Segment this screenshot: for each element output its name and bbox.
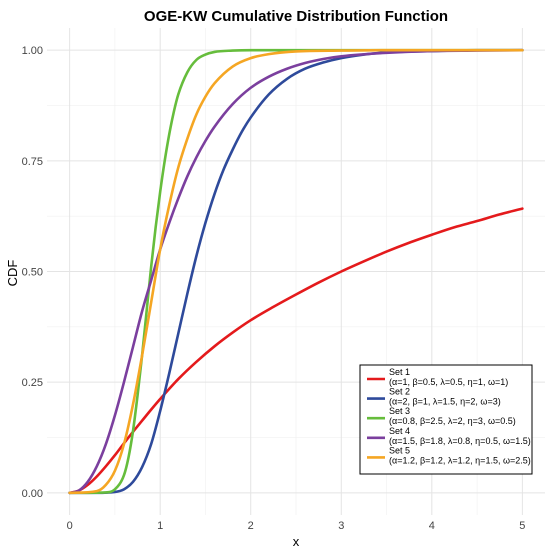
series-lines [68, 48, 524, 495]
x-axis-ticks: 0 1 2 3 4 5 [67, 520, 526, 532]
legend-label-set-2: Set 2 [389, 387, 410, 397]
y-tick-label: 0.50 [22, 267, 43, 279]
x-axis-title: x [293, 534, 300, 549]
x-tick-label: 4 [429, 520, 435, 532]
legend-label-set-5: Set 5 [389, 445, 410, 455]
x-tick-label: 2 [248, 520, 254, 532]
y-tick-label: 0.25 [22, 377, 43, 389]
legend-params-set-3: (α=0.8, β=2.5, λ=2, η=3, ω=0.5) [389, 416, 516, 426]
x-tick-label: 0 [67, 520, 73, 532]
y-tick-label: 1.00 [22, 45, 43, 57]
legend-params-set-1: (α=1, β=0.5, λ=0.5, η=1, ω=1) [389, 377, 508, 387]
x-tick-label: 1 [157, 520, 163, 532]
legend-label-set-3: Set 3 [389, 406, 410, 416]
legend-label-set-4: Set 4 [389, 426, 410, 436]
y-axis-title: CDF [5, 260, 20, 287]
legend-params-set-4: (α=1.5, β=1.8, λ=0.8, η=0.5, ω=1.5) [389, 436, 531, 446]
x-tick-label: 3 [338, 520, 344, 532]
x-tick-label: 5 [519, 520, 525, 532]
series-line-set-3 [68, 48, 524, 495]
y-tick-label: 0.00 [22, 488, 43, 500]
legend-params-set-2: (α=2, β=1, λ=1.5, η=2, ω=3) [389, 397, 501, 407]
chart-title: OGE-KW Cumulative Distribution Function [144, 8, 448, 25]
series-line-set-4 [68, 48, 524, 495]
legend-label-set-1: Set 1 [389, 367, 410, 377]
y-tick-label: 0.75 [22, 156, 43, 168]
series-line-set-5 [68, 48, 524, 495]
y-axis-ticks: 0.00 0.25 0.50 0.75 1.00 [22, 45, 43, 500]
legend: Set 1(α=1, β=0.5, λ=0.5, η=1, ω=1)Set 2(… [359, 364, 533, 475]
legend-params-set-5: (α=1.2, β=1.2, λ=1.2, η=1.5, ω=2.5) [389, 455, 531, 465]
series-line-set-1 [68, 207, 524, 495]
legend-box [359, 364, 533, 475]
